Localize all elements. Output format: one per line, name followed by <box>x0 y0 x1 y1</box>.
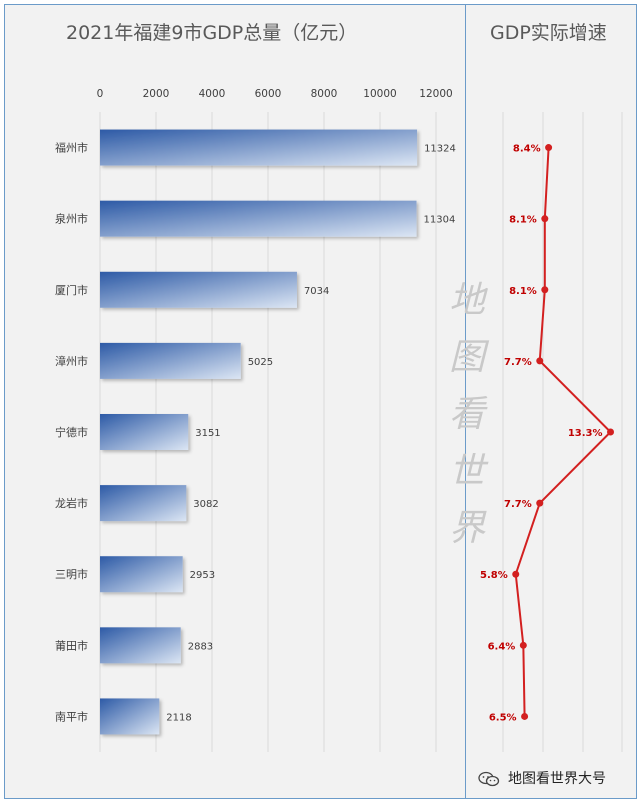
bar-value-label: 7034 <box>304 286 329 297</box>
watermark-char: 看 <box>448 394 485 435</box>
growth-label: 7.7% <box>504 499 532 510</box>
gdp-bar <box>100 698 160 735</box>
growth-label: 13.3% <box>568 428 603 439</box>
bar-value-label: 2883 <box>188 641 213 652</box>
category-label: 三明市 <box>55 567 88 581</box>
growth-label: 5.8% <box>480 570 508 581</box>
watermark-char: 界 <box>448 508 485 549</box>
category-label: 厦门市 <box>55 283 88 297</box>
growth-label: 6.4% <box>488 641 516 652</box>
bar-value-label: 5025 <box>248 357 273 368</box>
gdp-bar <box>100 271 297 308</box>
growth-point <box>536 357 544 365</box>
watermark-char: 图 <box>448 337 485 378</box>
gdp-bar <box>100 556 183 593</box>
growth-point <box>607 428 615 436</box>
x-tick-label: 10000 <box>363 88 396 100</box>
growth-point <box>521 712 529 720</box>
watermark-char: 世 <box>448 451 485 492</box>
gdp-bar <box>100 129 418 166</box>
x-tick-label: 0 <box>97 88 104 100</box>
growth-label: 6.5% <box>489 712 517 723</box>
bar-value-label: 2953 <box>190 570 215 581</box>
growth-label: 8.4% <box>513 144 541 155</box>
bar-value-label: 11324 <box>424 144 456 155</box>
panel-divider <box>465 4 466 799</box>
x-tick-label: 2000 <box>143 88 170 100</box>
category-label: 泉州市 <box>55 212 88 226</box>
wechat-icon <box>478 771 500 787</box>
growth-label: 7.7% <box>504 357 532 368</box>
category-label: 南平市 <box>55 709 88 723</box>
bar-value-label: 3151 <box>195 428 220 439</box>
growth-point <box>519 641 527 649</box>
bar-value-label: 2118 <box>166 712 191 723</box>
bar-value-label: 11304 <box>424 215 456 226</box>
x-tick-label: 4000 <box>199 88 226 100</box>
x-tick-label: 12000 <box>419 88 452 100</box>
growth-point <box>545 144 553 152</box>
x-tick-label: 6000 <box>255 88 282 100</box>
category-label: 龙岩市 <box>55 496 88 510</box>
category-label: 宁德市 <box>55 425 88 439</box>
growth-point <box>512 570 520 578</box>
growth-point <box>541 215 549 223</box>
gdp-bar <box>100 200 417 237</box>
gdp-bar <box>100 627 181 664</box>
x-tick-label: 8000 <box>311 88 338 100</box>
growth-point <box>541 286 549 294</box>
gdp-chart-title: 2021年福建9市GDP总量（亿元） <box>66 22 358 44</box>
watermark: 地 图 看 世 界 <box>444 272 490 557</box>
growth-chart-title: GDP实际增速 <box>490 22 607 44</box>
category-label: 莆田市 <box>55 638 88 652</box>
growth-label: 8.1% <box>509 286 537 297</box>
bar-value-label: 3082 <box>193 499 218 510</box>
category-label: 福州市 <box>55 141 88 155</box>
gdp-bar <box>100 414 189 450</box>
category-label: 漳州市 <box>55 354 88 368</box>
footer-text: 地图看世界大号 <box>508 771 606 787</box>
growth-point <box>536 499 544 507</box>
footer-brand: 地图看世界大号 <box>478 768 606 788</box>
gdp-bar <box>100 485 187 522</box>
growth-label: 8.1% <box>509 215 537 226</box>
watermark-char: 地 <box>448 280 485 321</box>
gdp-bar <box>100 342 241 379</box>
